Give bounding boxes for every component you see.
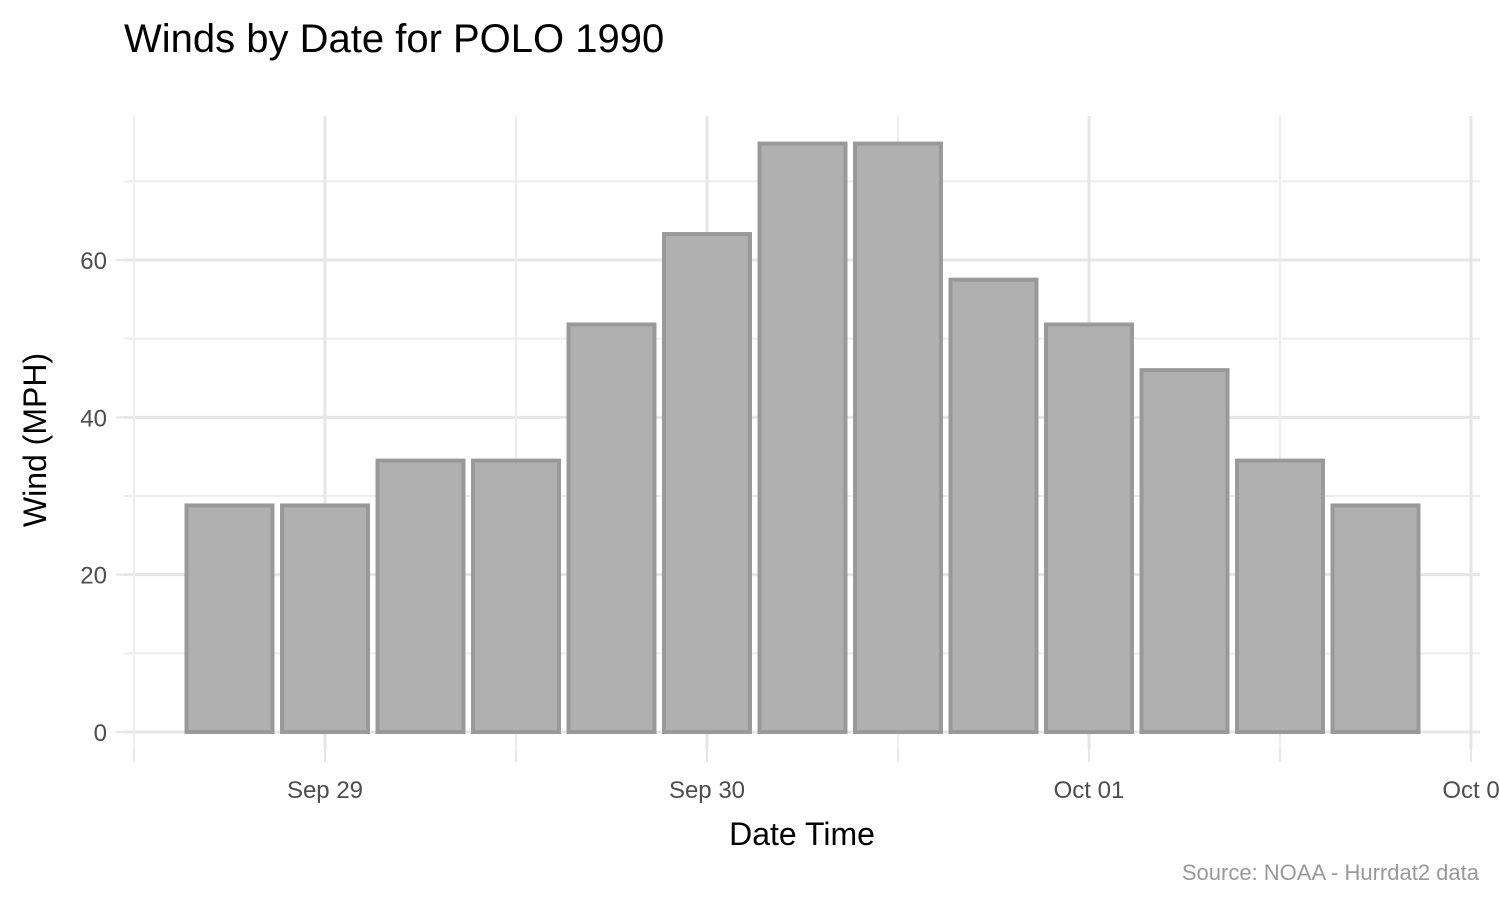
bar [853, 141, 943, 735]
bar [566, 322, 657, 734]
x-tick-label: Sep 29 [287, 777, 363, 804]
y-tick-label: 20 [80, 563, 107, 590]
x-tick-labels: Sep 29 Sep 30 Oct 01 Oct 0 [287, 777, 1500, 804]
chart-title: Winds by Date for POLO 1990 [124, 17, 664, 61]
bar [375, 458, 466, 734]
y-tick-label: 40 [80, 405, 107, 432]
y-tick-label: 60 [80, 248, 107, 275]
x-axis-title: Date Time [729, 816, 875, 852]
bar [1139, 368, 1230, 734]
x-tick-label: Sep 30 [669, 777, 745, 804]
bar [948, 277, 1039, 734]
y-axis-title: Wind (MPH) [17, 353, 53, 527]
bar [1044, 322, 1134, 734]
y-tick-label: 0 [94, 720, 107, 747]
y-tick-labels: 0 20 40 60 [80, 248, 107, 747]
ticks [116, 259, 1472, 762]
x-tick-label: Oct 01 [1054, 777, 1125, 804]
bar [184, 503, 275, 734]
bar [1235, 458, 1325, 734]
bar [757, 141, 848, 735]
bars [184, 141, 1421, 735]
bar [280, 503, 370, 734]
bar [1330, 503, 1421, 734]
bar [662, 232, 752, 734]
chart-caption: Source: NOAA - Hurrdat2 data [1182, 860, 1480, 885]
x-tick-label: Oct 0 [1442, 777, 1499, 804]
bar [471, 458, 561, 734]
